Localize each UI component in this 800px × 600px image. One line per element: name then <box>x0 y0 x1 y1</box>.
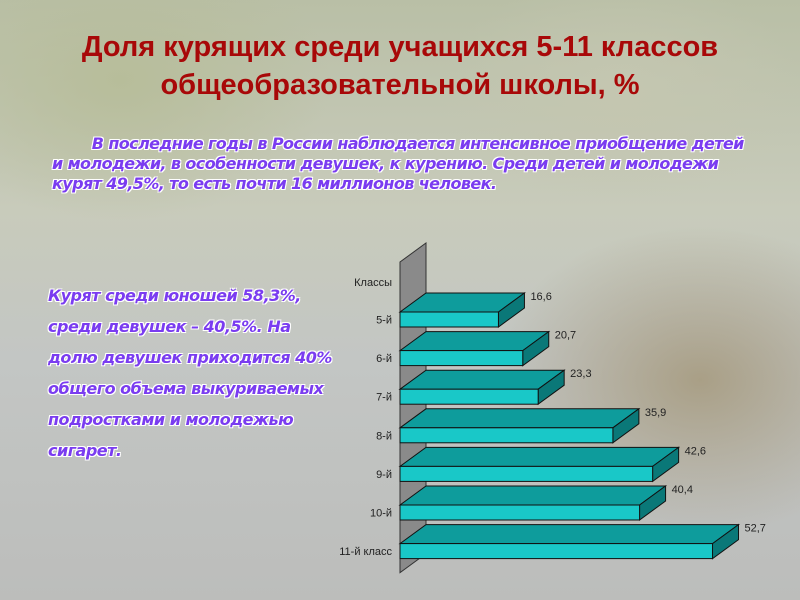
bar-top-face <box>398 485 668 506</box>
data-label: 23,3 <box>570 368 591 380</box>
bar <box>399 465 654 482</box>
data-label: 52,7 <box>745 523 766 535</box>
bar-top-face <box>398 524 741 545</box>
chart-axis-label: Классы <box>354 277 392 289</box>
bar <box>399 427 614 444</box>
bar-top-face <box>398 446 681 467</box>
data-label: 35,9 <box>645 407 666 419</box>
category-label: 8-й <box>376 430 392 442</box>
bar <box>399 350 524 367</box>
data-label: 20,7 <box>555 330 576 342</box>
category-label: 9-й <box>376 469 392 481</box>
intro-paragraph: В последние годы в России наблюдается ин… <box>52 134 752 194</box>
axis-wall <box>399 242 427 574</box>
chart-axis-wall <box>399 242 427 574</box>
data-label: 16,6 <box>530 291 551 303</box>
side-text: Курят среди юношей 58,3%, среди девушек … <box>48 286 332 460</box>
bar <box>399 311 499 328</box>
bar-top-face <box>398 408 641 429</box>
bar <box>399 543 714 560</box>
data-label: 42,6 <box>685 445 706 457</box>
bar-top-face <box>398 369 566 390</box>
category-label: 7-й <box>376 392 392 404</box>
chart-bars: 16,6 5-й 20,7 6-й 23,3 7-й 35,9 8-й 42,6 9-й 40,4 1… <box>339 291 766 560</box>
bar <box>399 388 539 405</box>
bar <box>399 504 641 521</box>
category-label: 6-й <box>376 353 392 365</box>
category-label: 11-й класс <box>339 546 392 558</box>
intro-text: В последние годы в России наблюдается ин… <box>52 134 744 193</box>
data-label: 40,4 <box>672 484 693 496</box>
category-label: 10-й <box>370 508 392 520</box>
category-label: 5-й <box>376 315 392 327</box>
slide-title: Доля курящих среди учащихся 5-11 классов… <box>81 31 719 101</box>
